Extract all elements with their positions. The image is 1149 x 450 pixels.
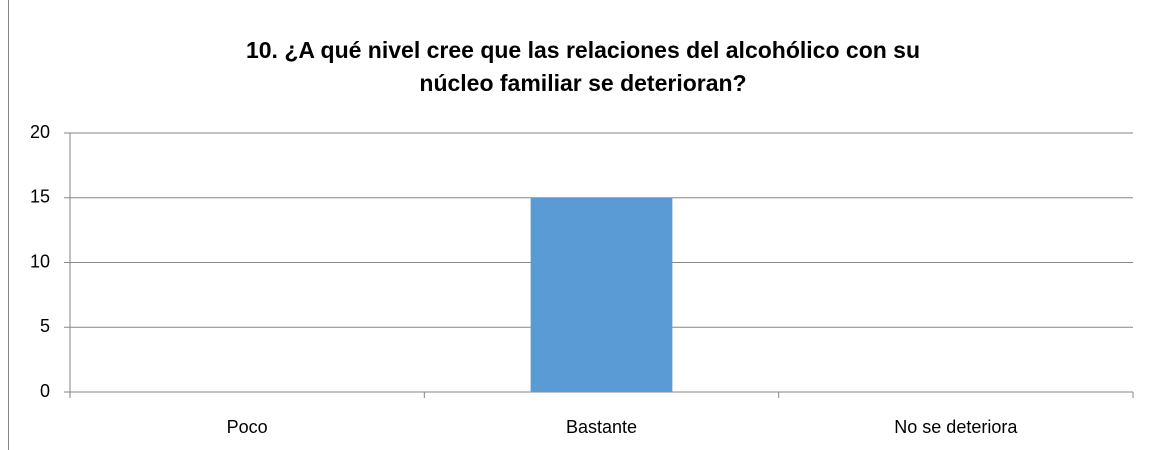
y-tick-label: 10 (30, 251, 50, 271)
y-tick-label: 15 (30, 187, 50, 207)
x-tick-label: Bastante (566, 417, 637, 437)
y-tick-label: 20 (30, 122, 50, 142)
x-tick-label: No se deteriora (894, 417, 1018, 437)
y-tick-label: 5 (40, 316, 50, 336)
y-tick-label: 0 (40, 381, 50, 401)
x-tick-label: Poco (227, 417, 268, 437)
chart-border (8, 0, 9, 450)
bar (530, 197, 673, 392)
chart-title: 10. ¿A qué nivel cree que las relaciones… (245, 37, 921, 96)
